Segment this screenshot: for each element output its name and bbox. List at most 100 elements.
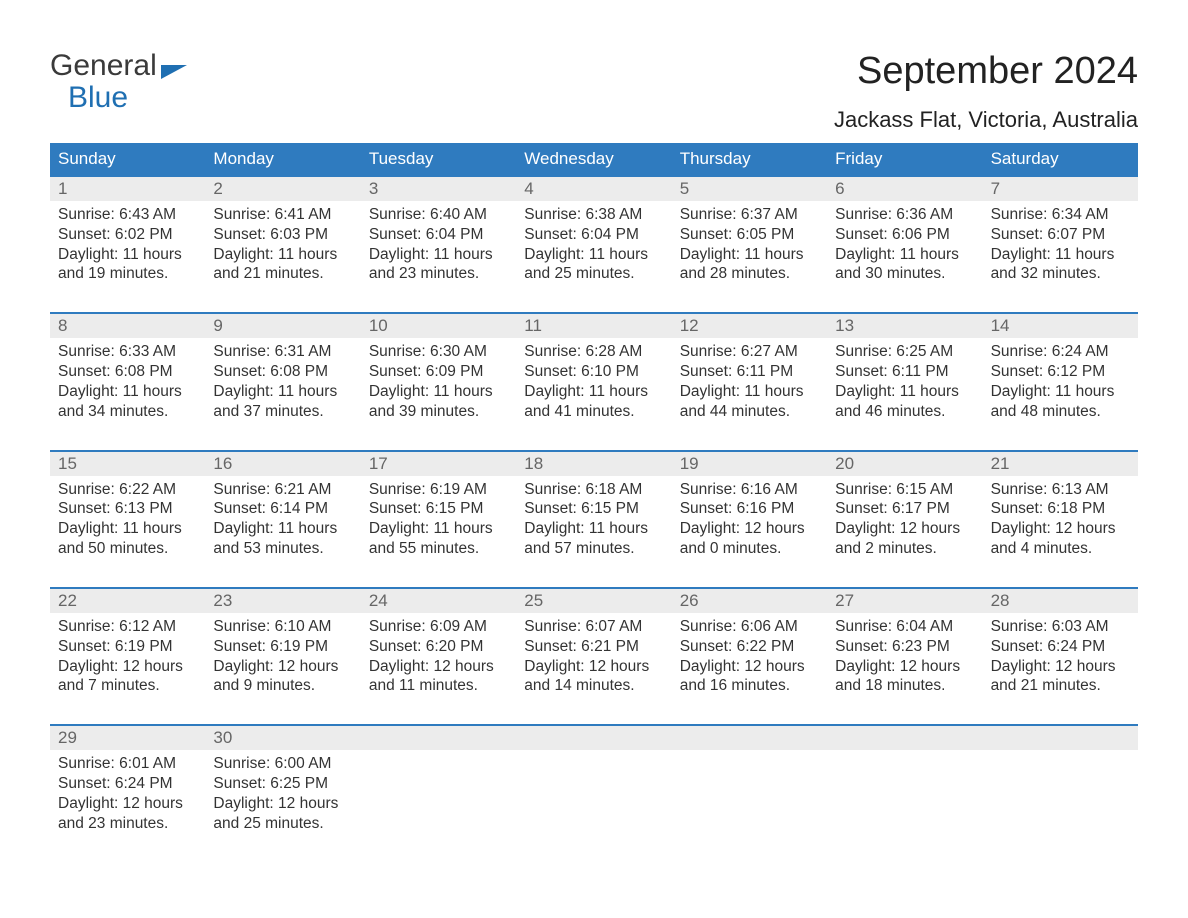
day-info: Sunrise: 6:25 AMSunset: 6:11 PMDaylight:… bbox=[835, 342, 974, 421]
day-info: Sunrise: 6:19 AMSunset: 6:15 PMDaylight:… bbox=[369, 480, 508, 559]
day-info-line: and 32 minutes. bbox=[991, 264, 1130, 284]
day-info-line: and 41 minutes. bbox=[524, 402, 663, 422]
day-cell: 3Sunrise: 6:40 AMSunset: 6:04 PMDaylight… bbox=[361, 177, 516, 290]
day-cell: 14 Sunrise: 6:24 AMSunset: 6:12 PMDayligh… bbox=[983, 314, 1138, 427]
weeks-container: 1Sunrise: 6:43 AMSunset: 6:02 PMDaylight… bbox=[50, 175, 1138, 840]
day-info-line: and 9 minutes. bbox=[213, 676, 352, 696]
day-number-row: 2 bbox=[205, 177, 360, 201]
day-info-line: Sunrise: 6:13 AM bbox=[991, 480, 1130, 500]
day-info-line: Sunrise: 6:43 AM bbox=[58, 205, 197, 225]
day-cell: 10Sunrise: 6:30 AMSunset: 6:09 PMDayligh… bbox=[361, 314, 516, 427]
day-info-line: and 37 minutes. bbox=[213, 402, 352, 422]
day-info-line: Sunset: 6:15 PM bbox=[369, 499, 508, 519]
day-info-line: Sunrise: 6:24 AM bbox=[991, 342, 1130, 362]
day-info-line: Daylight: 11 hours bbox=[991, 382, 1130, 402]
day-number: 13 bbox=[827, 316, 854, 335]
day-number-row: 14 bbox=[983, 314, 1138, 338]
day-info: Sunrise: 6:15 AMSunset: 6:17 PMDaylight:… bbox=[835, 480, 974, 559]
day-cell: 27Sunrise: 6:04 AMSunset: 6:23 PMDayligh… bbox=[827, 589, 982, 702]
day-cell bbox=[361, 726, 516, 839]
day-cell: 13 Sunrise: 6:25 AMSunset: 6:11 PMDayligh… bbox=[827, 314, 982, 427]
day-number-row: 11 bbox=[516, 314, 671, 338]
day-info-line: Sunset: 6:21 PM bbox=[524, 637, 663, 657]
day-cell: 9Sunrise: 6:31 AMSunset: 6:08 PMDaylight… bbox=[205, 314, 360, 427]
day-info-line: Sunset: 6:04 PM bbox=[369, 225, 508, 245]
day-number: 17 bbox=[361, 454, 388, 473]
day-number: 24 bbox=[361, 591, 388, 610]
day-cell: 1Sunrise: 6:43 AMSunset: 6:02 PMDaylight… bbox=[50, 177, 205, 290]
day-number-row: 21 bbox=[983, 452, 1138, 476]
day-info-line: Sunset: 6:24 PM bbox=[991, 637, 1130, 657]
day-number: 7 bbox=[983, 179, 1000, 198]
day-number: 16 bbox=[205, 454, 232, 473]
day-info-line: and 16 minutes. bbox=[680, 676, 819, 696]
day-info-line: Sunset: 6:09 PM bbox=[369, 362, 508, 382]
calendar: Sunday Monday Tuesday Wednesday Thursday… bbox=[50, 143, 1138, 840]
day-info: Sunrise: 6:13 AMSunset: 6:18 PMDaylight:… bbox=[991, 480, 1130, 559]
day-info: Sunrise: 6:36 AMSunset: 6:06 PMDaylight:… bbox=[835, 205, 974, 284]
day-info-line: and 57 minutes. bbox=[524, 539, 663, 559]
day-info-line: and 21 minutes. bbox=[213, 264, 352, 284]
day-info-line: Sunset: 6:12 PM bbox=[991, 362, 1130, 382]
day-number: 5 bbox=[672, 179, 689, 198]
day-number-row: 15 bbox=[50, 452, 205, 476]
day-number-row: 8 bbox=[50, 314, 205, 338]
title-block: September 2024 Jackass Flat, Victoria, A… bbox=[834, 50, 1138, 133]
day-number-row: 26 bbox=[672, 589, 827, 613]
day-number-row bbox=[672, 726, 827, 750]
day-info-line: Sunset: 6:11 PM bbox=[835, 362, 974, 382]
day-info: Sunrise: 6:16 AMSunset: 6:16 PMDaylight:… bbox=[680, 480, 819, 559]
day-number-row: 29 bbox=[50, 726, 205, 750]
day-info-line: Sunset: 6:05 PM bbox=[680, 225, 819, 245]
day-info-line: Sunrise: 6:21 AM bbox=[213, 480, 352, 500]
day-info-line: Sunset: 6:23 PM bbox=[835, 637, 974, 657]
day-cell: 24Sunrise: 6:09 AMSunset: 6:20 PMDayligh… bbox=[361, 589, 516, 702]
day-info-line: and 44 minutes. bbox=[680, 402, 819, 422]
day-number: 25 bbox=[516, 591, 543, 610]
day-info-line: Daylight: 12 hours bbox=[991, 519, 1130, 539]
day-info-line: Sunset: 6:10 PM bbox=[524, 362, 663, 382]
day-info: Sunrise: 6:37 AMSunset: 6:05 PMDaylight:… bbox=[680, 205, 819, 284]
day-number bbox=[361, 728, 369, 747]
day-info-line: Sunset: 6:15 PM bbox=[524, 499, 663, 519]
day-number-row: 19 bbox=[672, 452, 827, 476]
day-cell: 15Sunrise: 6:22 AMSunset: 6:13 PMDayligh… bbox=[50, 452, 205, 565]
day-number bbox=[827, 728, 835, 747]
day-info-line: Daylight: 12 hours bbox=[213, 657, 352, 677]
day-number: 26 bbox=[672, 591, 699, 610]
day-info-line: Daylight: 11 hours bbox=[369, 245, 508, 265]
logo: General Blue bbox=[50, 50, 187, 113]
day-info-line: Daylight: 12 hours bbox=[835, 657, 974, 677]
day-number: 2 bbox=[205, 179, 222, 198]
day-info: Sunrise: 6:30 AMSunset: 6:09 PMDaylight:… bbox=[369, 342, 508, 421]
day-info-line: Sunrise: 6:18 AM bbox=[524, 480, 663, 500]
day-info-line: Sunrise: 6:28 AM bbox=[524, 342, 663, 362]
day-info-line: Sunset: 6:08 PM bbox=[213, 362, 352, 382]
day-number: 8 bbox=[50, 316, 67, 335]
day-info: Sunrise: 6:10 AMSunset: 6:19 PMDaylight:… bbox=[213, 617, 352, 696]
day-info-line: Sunset: 6:03 PM bbox=[213, 225, 352, 245]
day-cell: 12Sunrise: 6:27 AMSunset: 6:11 PMDayligh… bbox=[672, 314, 827, 427]
day-info-line: Sunrise: 6:33 AM bbox=[58, 342, 197, 362]
day-info-line: Sunrise: 6:15 AM bbox=[835, 480, 974, 500]
day-info-line: Sunrise: 6:30 AM bbox=[369, 342, 508, 362]
day-info-line: and 25 minutes. bbox=[524, 264, 663, 284]
day-header-cell: Saturday bbox=[983, 143, 1138, 175]
day-cell: 30Sunrise: 6:00 AMSunset: 6:25 PMDayligh… bbox=[205, 726, 360, 839]
day-info-line: and 39 minutes. bbox=[369, 402, 508, 422]
day-number-row bbox=[827, 726, 982, 750]
day-number-row: 13 bbox=[827, 314, 982, 338]
day-number-row bbox=[983, 726, 1138, 750]
day-info: Sunrise: 6:41 AMSunset: 6:03 PMDaylight:… bbox=[213, 205, 352, 284]
day-number-row: 1 bbox=[50, 177, 205, 201]
day-cell: 22Sunrise: 6:12 AMSunset: 6:19 PMDayligh… bbox=[50, 589, 205, 702]
day-number-row bbox=[516, 726, 671, 750]
day-info-line: Sunset: 6:06 PM bbox=[835, 225, 974, 245]
day-info: Sunrise: 6:07 AMSunset: 6:21 PMDaylight:… bbox=[524, 617, 663, 696]
day-info-line: and 48 minutes. bbox=[991, 402, 1130, 422]
day-info: Sunrise: 6:24 AMSunset: 6:12 PMDaylight:… bbox=[991, 342, 1130, 421]
day-number-row: 7 bbox=[983, 177, 1138, 201]
day-info-line: Daylight: 11 hours bbox=[524, 519, 663, 539]
day-cell: 21 Sunrise: 6:13 AMSunset: 6:18 PMDayligh… bbox=[983, 452, 1138, 565]
day-cell: 19 Sunrise: 6:16 AMSunset: 6:16 PMDayligh… bbox=[672, 452, 827, 565]
